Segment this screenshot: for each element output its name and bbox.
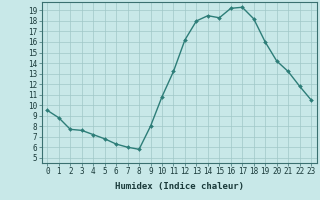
X-axis label: Humidex (Indice chaleur): Humidex (Indice chaleur)	[115, 182, 244, 191]
